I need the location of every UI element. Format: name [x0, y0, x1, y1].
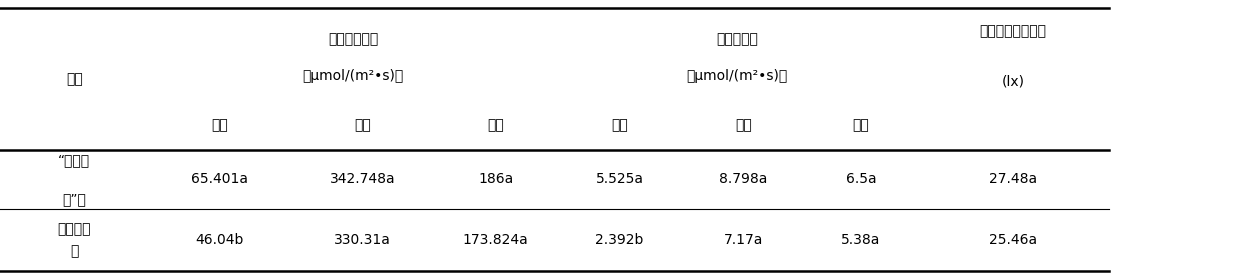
- Text: 5.525a: 5.525a: [596, 172, 643, 186]
- Text: 2.392b: 2.392b: [595, 233, 644, 247]
- Text: 46.04b: 46.04b: [196, 233, 244, 247]
- Text: 25.46a: 25.46a: [989, 233, 1037, 247]
- Text: 全树: 全树: [852, 119, 870, 133]
- Text: (lx): (lx): [1001, 75, 1025, 89]
- Text: 外部: 外部: [735, 119, 752, 133]
- Text: “两枝一: “两枝一: [58, 153, 90, 167]
- Text: 342.748a: 342.748a: [330, 172, 395, 186]
- Text: 外部: 外部: [354, 119, 370, 133]
- Text: 7.17a: 7.17a: [724, 233, 763, 247]
- Text: （μmol/(m²•s)）: （μmol/(m²•s)）: [686, 69, 788, 83]
- Text: 净光合逗率: 净光合逗率: [716, 32, 758, 46]
- Text: 6.5a: 6.5a: [846, 172, 876, 186]
- Text: 全树: 全树: [487, 119, 504, 133]
- Text: 330.31a: 330.31a: [335, 233, 390, 247]
- Text: 疏散分层: 疏散分层: [57, 222, 92, 236]
- Text: 光照强度（内部）: 光照强度（内部）: [979, 24, 1047, 38]
- Text: 光合有效辐射: 光合有效辐射: [328, 32, 378, 46]
- Text: （μmol/(m²•s)）: （μmol/(m²•s)）: [302, 69, 404, 83]
- Text: 65.401a: 65.401a: [191, 172, 249, 186]
- Text: 173.824a: 173.824a: [462, 233, 529, 247]
- Text: 心”形: 心”形: [62, 192, 87, 206]
- Text: 27.48a: 27.48a: [989, 172, 1037, 186]
- Text: 内部: 内部: [611, 119, 628, 133]
- Text: 内部: 内部: [212, 119, 228, 133]
- Text: 5.38a: 5.38a: [841, 233, 881, 247]
- Text: 8.798a: 8.798a: [719, 172, 768, 186]
- Text: 形: 形: [71, 244, 78, 258]
- Text: 186a: 186a: [478, 172, 513, 186]
- Text: 树形: 树形: [66, 72, 83, 86]
